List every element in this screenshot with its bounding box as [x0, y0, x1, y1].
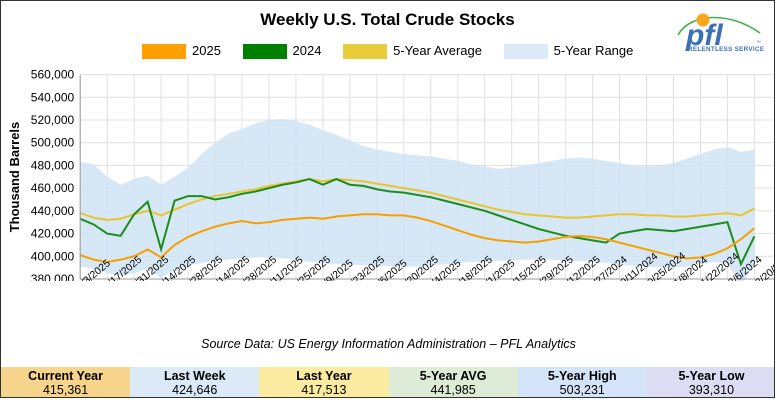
- svg-text:540,000: 540,000: [31, 90, 75, 104]
- svg-text:480,000: 480,000: [31, 158, 75, 172]
- svg-text:520,000: 520,000: [31, 113, 75, 127]
- svg-text:420,000: 420,000: [31, 227, 75, 241]
- svg-text:460,000: 460,000: [31, 181, 75, 195]
- svg-text:400,000: 400,000: [31, 249, 75, 263]
- svg-text:380,000: 380,000: [31, 272, 75, 281]
- svg-text:440,000: 440,000: [31, 204, 75, 218]
- svg-text:500,000: 500,000: [31, 136, 75, 150]
- svg-text:560,000: 560,000: [31, 68, 75, 82]
